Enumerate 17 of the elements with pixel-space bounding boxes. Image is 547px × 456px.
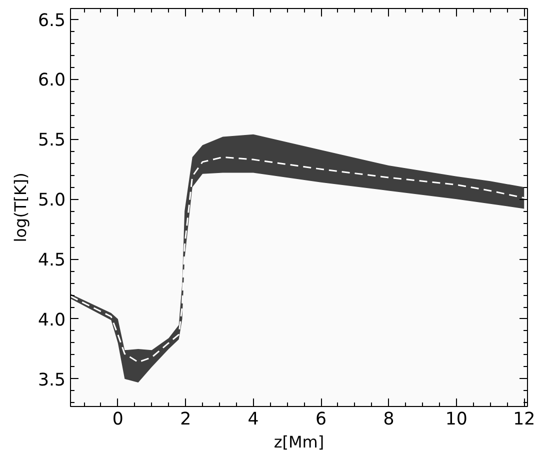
x-tick-label: 0 (112, 410, 124, 430)
x-axis-title: z[Mm] (274, 432, 324, 452)
y-tick-label: 3.5 (38, 370, 66, 390)
y-tick-label: 4.5 (38, 250, 66, 271)
x-tick-label: 12 (513, 410, 536, 430)
y-tick-label: 6.5 (38, 10, 66, 31)
x-tick-label: 10 (445, 410, 468, 430)
y-tick-label: 6.0 (38, 70, 66, 91)
x-tick-label: 4 (248, 410, 259, 430)
line-series (70, 156, 525, 363)
y-tick-label: 4.0 (38, 310, 66, 330)
y-tick-label: 5.5 (38, 130, 66, 151)
y-axis-title: log(T[K]) (10, 172, 30, 242)
y-tick-label: 5.0 (38, 190, 66, 211)
x-tick-label: 6 (315, 410, 327, 430)
x-tick-label: 8 (383, 410, 394, 430)
x-tick-label: 2 (180, 410, 192, 430)
